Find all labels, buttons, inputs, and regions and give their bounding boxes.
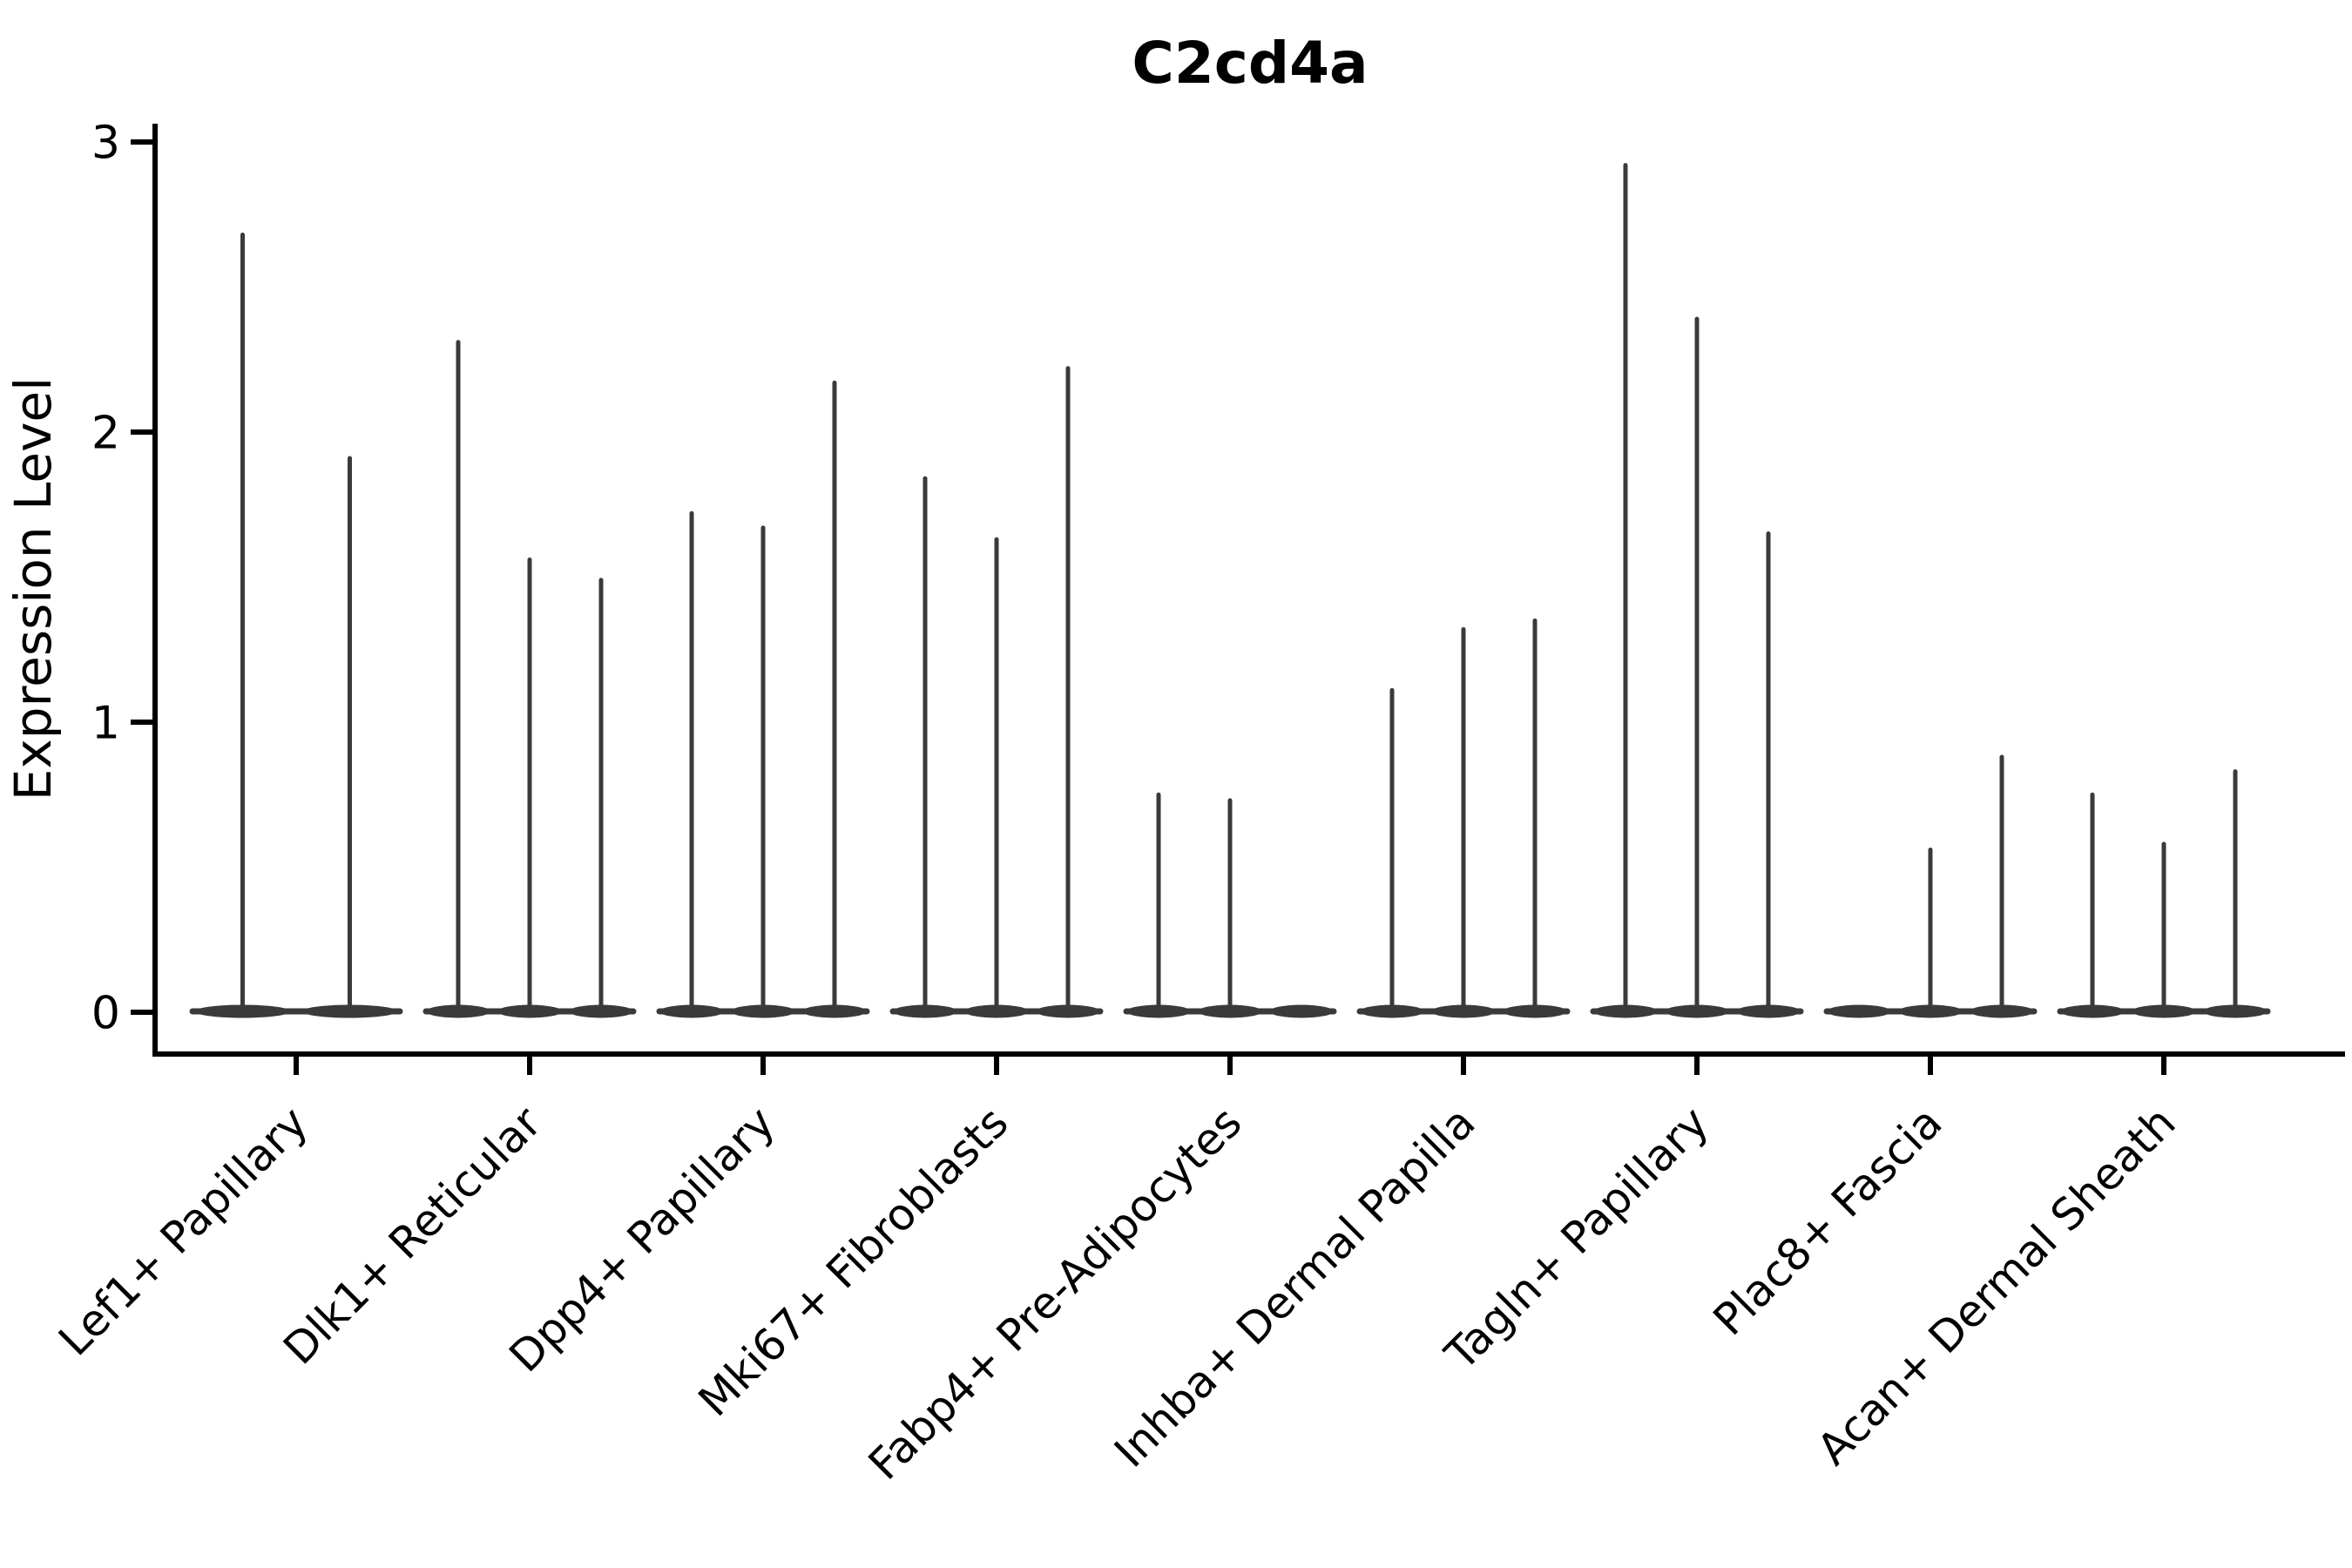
x-tick-label: Lef1+ Papillary: [49, 1097, 317, 1365]
y-tick-label: 3: [91, 118, 120, 170]
x-tick-label: Fabp4+ Pre-Adipocytes: [859, 1097, 1252, 1490]
x-tick-label: Plac8+ Fascia: [1704, 1097, 1952, 1345]
y-axis-label: Expression Level: [3, 377, 63, 801]
violin-base: [1827, 1004, 1891, 1018]
y-tick-label: 2: [91, 408, 120, 460]
y-tick-label: 0: [91, 988, 120, 1040]
violin-base: [1269, 1004, 1334, 1018]
chart-title: C2cd4a: [1132, 30, 1368, 97]
y-tick-label: 1: [91, 698, 120, 750]
violins: [189, 163, 2271, 1018]
x-tick-label: Dlk1+ Reticular: [274, 1097, 551, 1374]
